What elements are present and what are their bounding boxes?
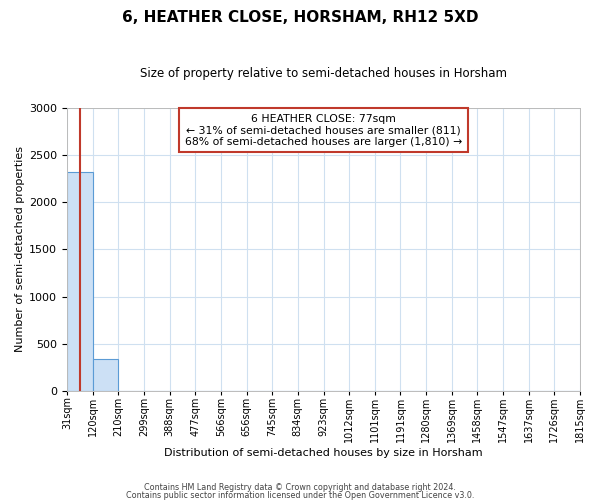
Y-axis label: Number of semi-detached properties: Number of semi-detached properties <box>15 146 25 352</box>
Text: Contains public sector information licensed under the Open Government Licence v3: Contains public sector information licen… <box>126 490 474 500</box>
Title: Size of property relative to semi-detached houses in Horsham: Size of property relative to semi-detach… <box>140 68 507 80</box>
X-axis label: Distribution of semi-detached houses by size in Horsham: Distribution of semi-detached houses by … <box>164 448 483 458</box>
Bar <box>92 359 118 391</box>
Bar <box>67 172 92 391</box>
Text: Contains HM Land Registry data © Crown copyright and database right 2024.: Contains HM Land Registry data © Crown c… <box>144 484 456 492</box>
Text: 6, HEATHER CLOSE, HORSHAM, RH12 5XD: 6, HEATHER CLOSE, HORSHAM, RH12 5XD <box>122 10 478 25</box>
Text: 6 HEATHER CLOSE: 77sqm  
← 31% of semi-detached houses are smaller (811)
68% of : 6 HEATHER CLOSE: 77sqm ← 31% of semi-det… <box>185 114 462 147</box>
